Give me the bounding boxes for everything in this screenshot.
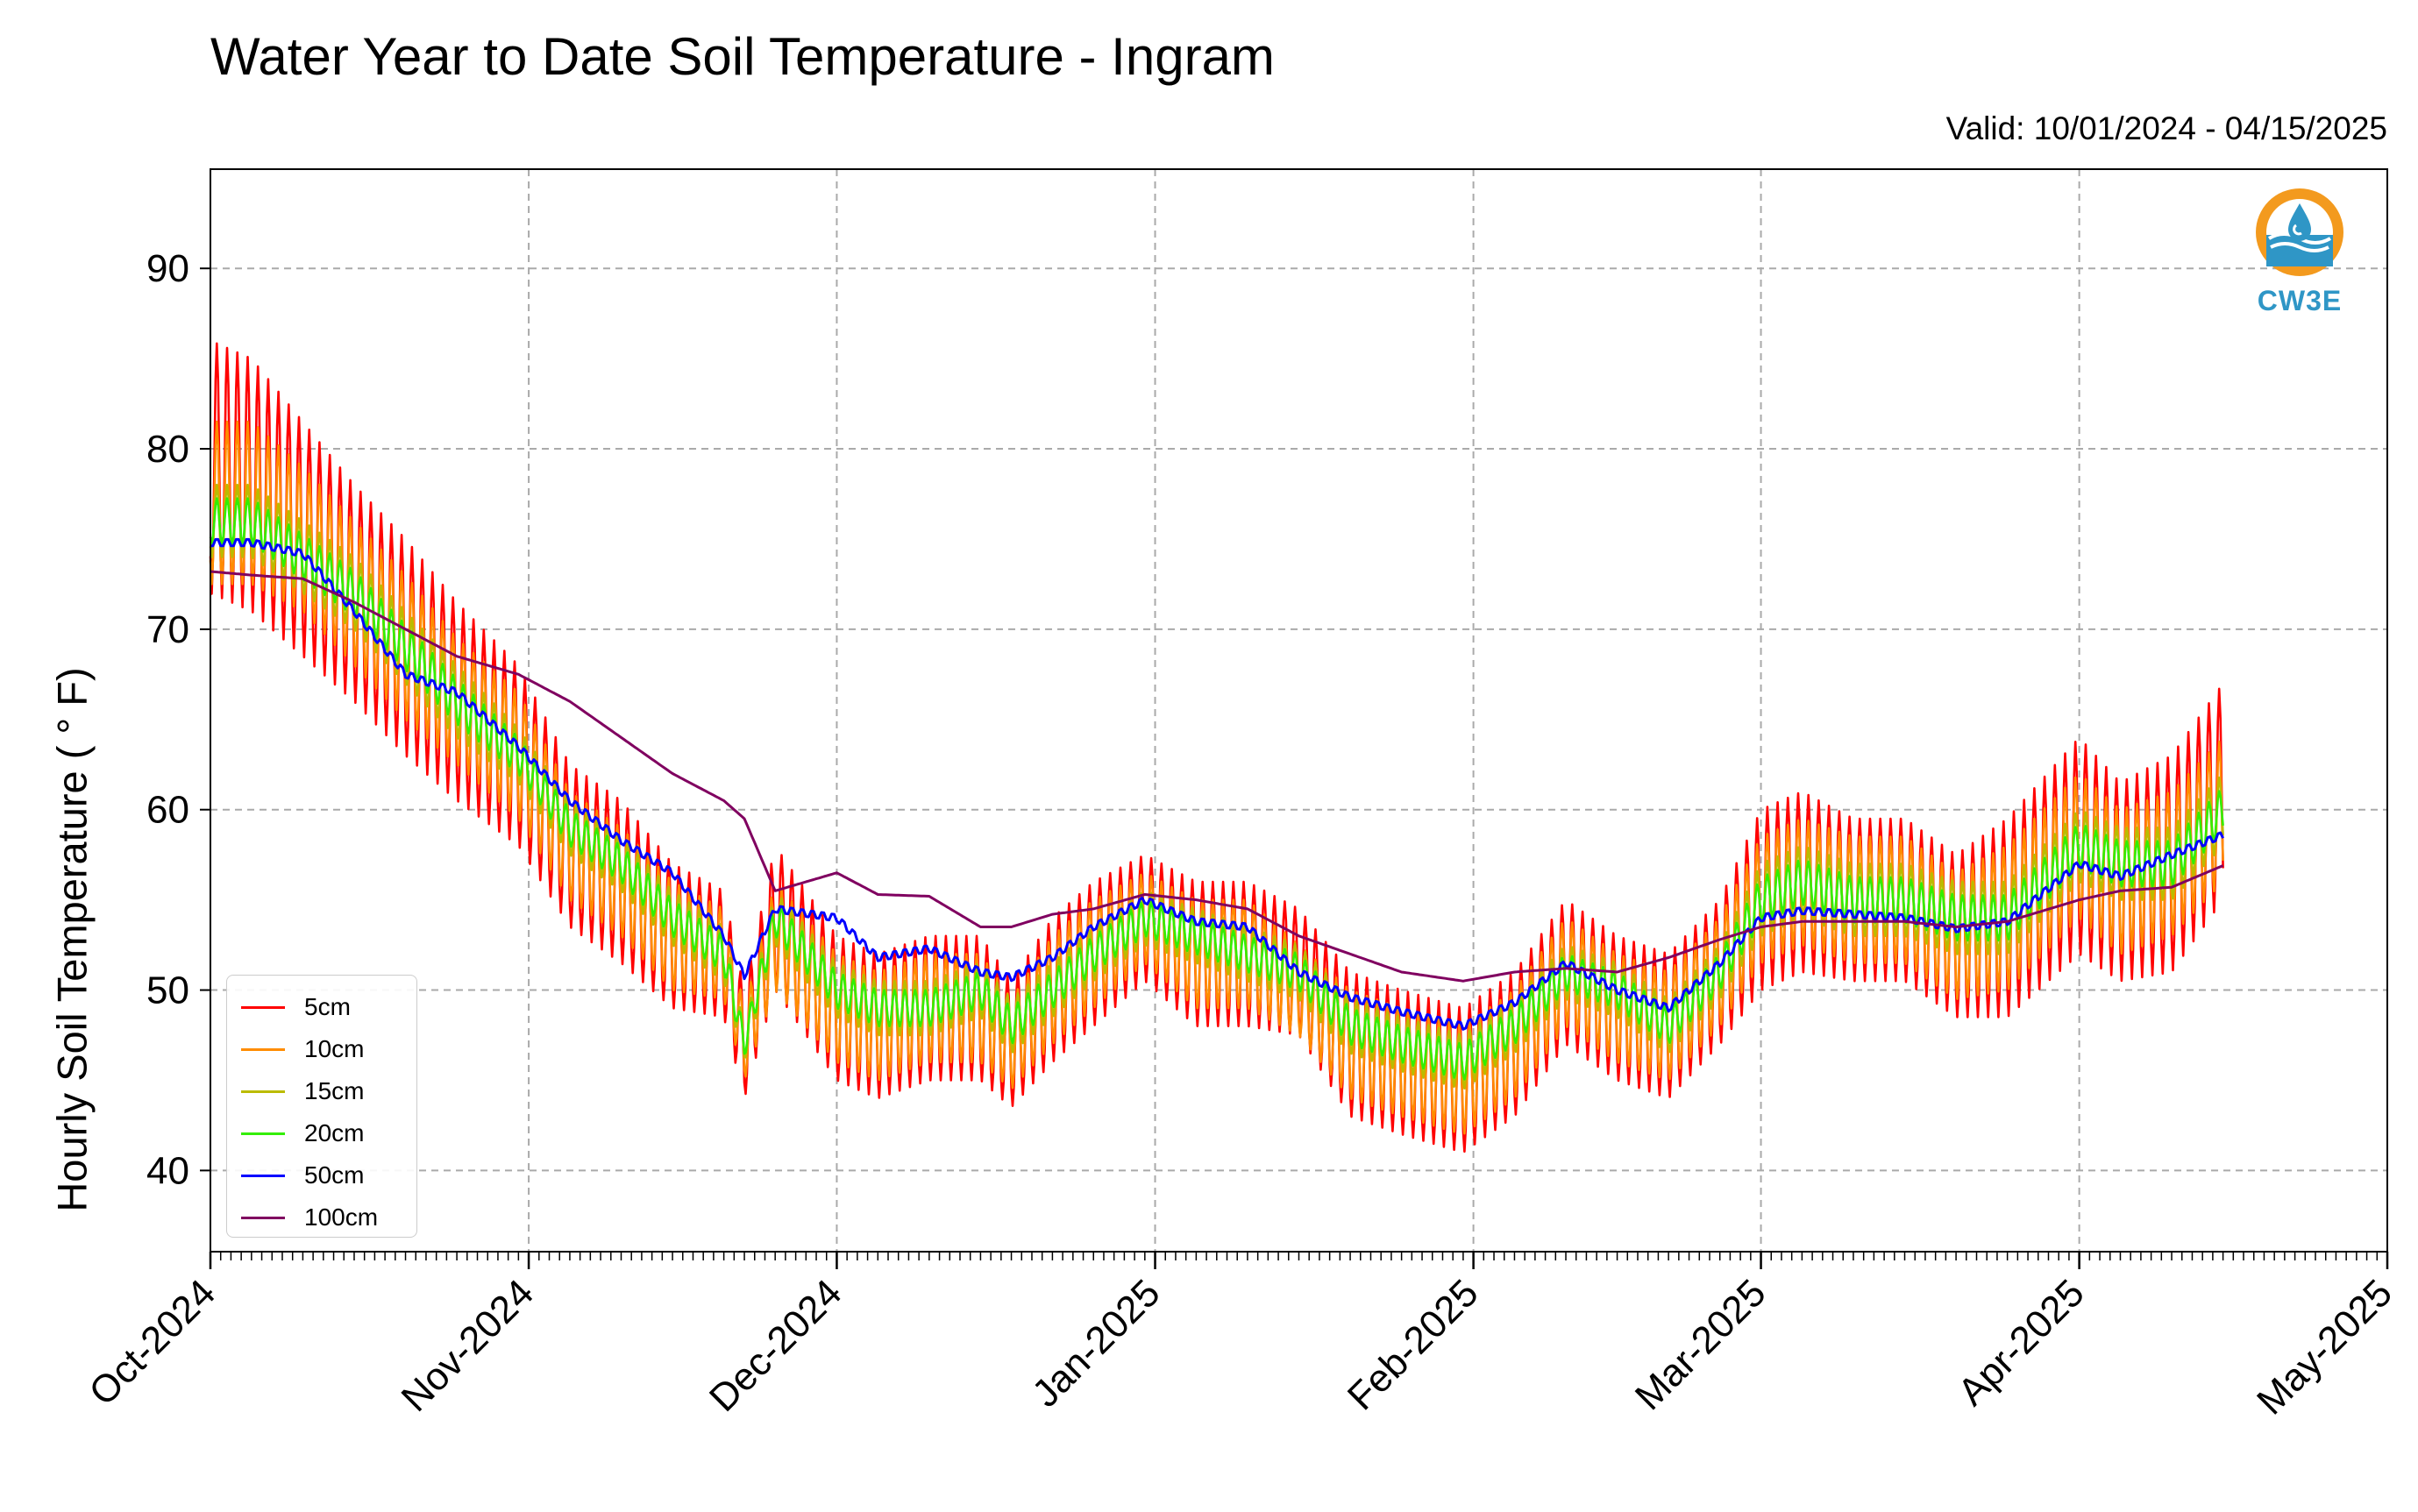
y-tick-label: 80	[146, 428, 189, 471]
legend-item-100cm: 100cm	[227, 1196, 416, 1239]
legend-swatch	[241, 1216, 285, 1219]
legend-label: 15cm	[304, 1077, 365, 1104]
legend-item-50cm: 50cm	[227, 1154, 416, 1196]
x-tick-label: Dec-2024	[701, 1271, 850, 1420]
legend-label: 10cm	[304, 1035, 365, 1062]
legend-item-5cm: 5cm	[227, 986, 416, 1028]
legend-item-15cm: 15cm	[227, 1070, 416, 1112]
x-tick-label: Jan-2025	[1024, 1271, 1168, 1415]
x-tick-label: Feb-2025	[1340, 1271, 1487, 1418]
x-tick-label: Nov-2024	[394, 1271, 543, 1420]
series-line-100cm	[210, 570, 2224, 983]
chart-title: Water Year to Date Soil Temperature - In…	[210, 27, 1275, 86]
x-tick-label: Oct-2024	[81, 1271, 224, 1414]
x-tick-label: May-2025	[2249, 1271, 2400, 1423]
legend: 5cm 10cm 15cm 20cm 50cm 100cm	[226, 975, 417, 1238]
legend-label: 5cm	[304, 993, 351, 1020]
plot-frame	[210, 168, 2388, 1253]
valid-date-range: Valid: 10/01/2024 - 04/15/2025	[1945, 110, 2387, 146]
y-tick-label: 70	[146, 608, 189, 651]
series-line-50cm	[210, 537, 2224, 1031]
legend-label: 50cm	[304, 1161, 365, 1189]
water-drop-icon	[2256, 188, 2343, 276]
cw3e-logo: CW3E	[2251, 184, 2348, 317]
series-line-20cm	[209, 497, 2224, 1081]
y-axis-label: Hourly Soil Temperature ( ° F)	[48, 667, 96, 1212]
series-lines	[209, 342, 2224, 1154]
legend-swatch	[241, 1132, 285, 1135]
series-line-10cm	[209, 420, 2224, 1135]
y-tick-label: 50	[146, 969, 189, 1012]
y-tick-label: 60	[146, 789, 189, 832]
legend-item-20cm: 20cm	[227, 1112, 416, 1154]
legend-label: 100cm	[304, 1203, 379, 1231]
y-tick-label: 90	[146, 247, 189, 290]
legend-swatch	[241, 1174, 285, 1177]
legend-swatch	[241, 1090, 285, 1093]
y-tick-label: 40	[146, 1149, 189, 1192]
x-tick-label: Apr-2025	[1950, 1271, 2093, 1414]
legend-label: 20cm	[304, 1119, 365, 1146]
logo-text: CW3E	[2257, 285, 2343, 316]
grid-lines	[210, 169, 2387, 1252]
legend-swatch	[241, 1005, 285, 1009]
x-tick-label: Mar-2025	[1627, 1271, 1774, 1418]
legend-swatch	[241, 1047, 285, 1051]
legend-item-10cm: 10cm	[227, 1028, 416, 1070]
